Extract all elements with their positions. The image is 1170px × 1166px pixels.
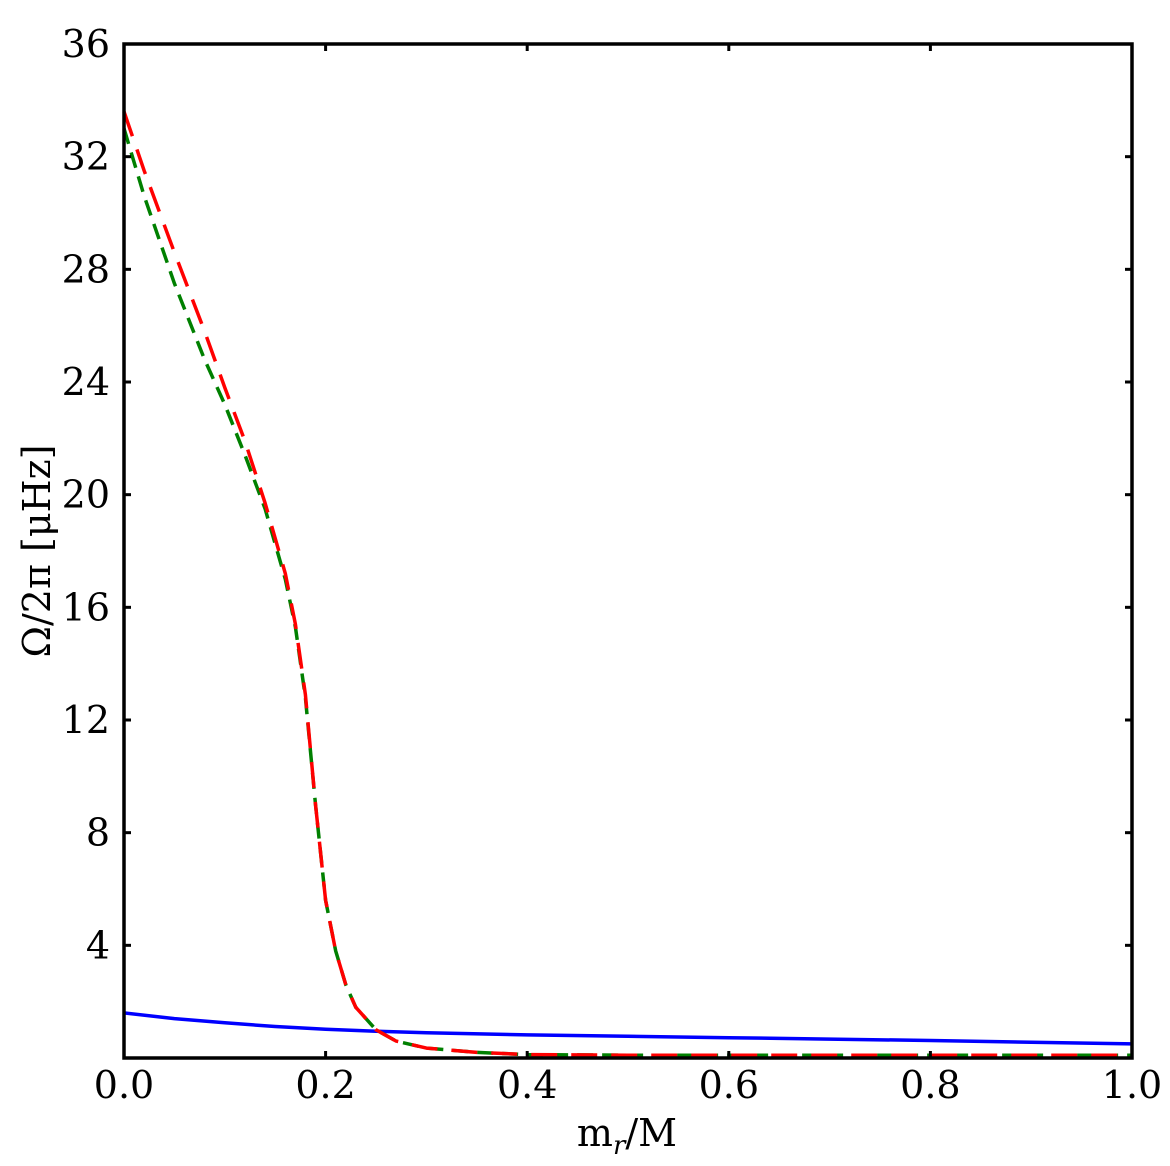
x-tick-label: 0.8: [900, 1063, 960, 1107]
y-tick-label: 36: [62, 22, 110, 66]
x-axis-label-sub: r: [613, 1131, 627, 1161]
y-tick-label: 28: [62, 247, 110, 291]
y-tick-label: 24: [62, 360, 110, 404]
y-tick-label: 32: [62, 135, 110, 179]
x-axis-label-tail: /M: [625, 1111, 677, 1155]
series-line-2: [122, 127, 1132, 1057]
series-layer: [122, 111, 1133, 1057]
y-tick-label: 4: [86, 923, 110, 967]
tick-layer: [122, 42, 1134, 1058]
plot-frame: [122, 42, 1134, 1060]
x-axis-label-base: m: [577, 1111, 613, 1155]
x-tick-label: 0.6: [699, 1063, 759, 1107]
y-tick-label: 8: [86, 811, 110, 855]
series-line-1: [123, 1011, 1133, 1046]
x-tick-label: 0.4: [497, 1063, 557, 1107]
y-tick-label: 12: [62, 698, 110, 742]
x-tick-label: 1.0: [1102, 1063, 1162, 1107]
tick-label-layer: 0.0 0.2 0.4 0.6 0.8 1.0 4 8 12 16 20 24 28 32 36: [62, 22, 1163, 1107]
y-tick-label: 20: [62, 473, 110, 517]
series-line-3: [122, 111, 1132, 1057]
x-tick-label: 0.0: [94, 1063, 154, 1107]
x-tick-label: 0.2: [295, 1063, 355, 1107]
y-tick-label: 16: [62, 585, 110, 629]
y-axis-label: Ω/2π [μHz]: [15, 444, 59, 657]
x-axis-label: mr/M: [577, 1111, 677, 1161]
